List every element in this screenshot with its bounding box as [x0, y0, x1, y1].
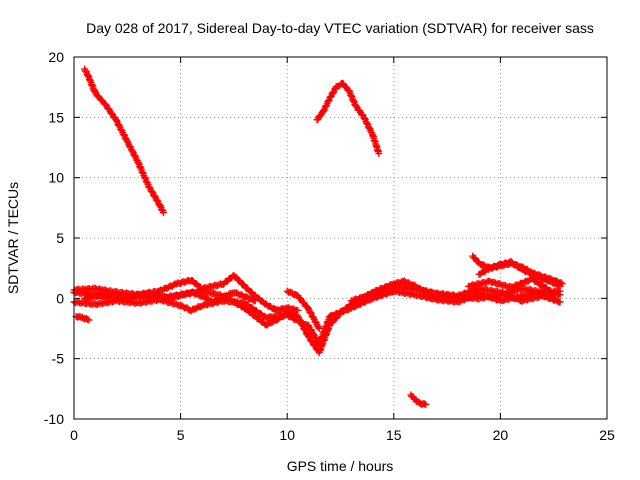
- data-point: [422, 401, 430, 409]
- data-point: [363, 119, 371, 127]
- y-tick-label: 0: [56, 290, 64, 306]
- data-point: [556, 298, 564, 306]
- data-point: [151, 192, 159, 200]
- grid: [74, 57, 607, 419]
- y-tick-label: 20: [48, 49, 64, 65]
- data-point: [115, 122, 123, 130]
- x-tick-label: 15: [386, 427, 402, 443]
- data-point: [307, 309, 315, 317]
- series-track-i: [464, 274, 558, 298]
- data-point: [148, 188, 156, 196]
- series-track-high-mid: [313, 79, 383, 158]
- data-point: [294, 306, 302, 314]
- y-tick-label: 10: [48, 170, 64, 186]
- plot-frame: [73, 56, 608, 420]
- x-tick-label: 5: [177, 427, 185, 443]
- data-point: [309, 330, 317, 338]
- y-tick-label: 5: [56, 230, 64, 246]
- data-point: [126, 142, 134, 150]
- y-axis-label: SDTVAR / TECUs: [5, 182, 21, 294]
- data-point: [113, 117, 121, 125]
- x-tick-label: 20: [493, 427, 509, 443]
- data-point: [421, 400, 429, 408]
- chart-title: Day 028 of 2017, Sidereal Day-to-day VTE…: [86, 20, 594, 36]
- y-tick-label: -5: [52, 351, 65, 367]
- x-tick-label: 25: [599, 427, 615, 443]
- series-track-f: [347, 282, 564, 306]
- series-track-d: [283, 287, 323, 332]
- data-point: [550, 290, 558, 298]
- data-point: [314, 323, 322, 331]
- data-point: [251, 297, 259, 305]
- data-point: [375, 150, 383, 158]
- data-point: [160, 209, 168, 217]
- x-axis-label: GPS time / hours: [287, 458, 394, 474]
- data-point: [309, 314, 317, 322]
- data-point: [556, 282, 564, 290]
- data-point: [85, 316, 93, 324]
- x-tick-label: 0: [70, 427, 78, 443]
- series-track-h: [475, 258, 564, 290]
- data-point: [329, 88, 337, 96]
- data-point: [102, 101, 110, 109]
- data-points: [70, 65, 566, 409]
- y-tick-label: 15: [48, 109, 64, 125]
- y-tick-label: -10: [44, 411, 64, 427]
- series-track-short: [72, 312, 93, 324]
- data-point: [120, 131, 128, 139]
- series-track-low: [407, 391, 430, 409]
- data-point: [315, 325, 323, 332]
- x-tick-label: 10: [279, 427, 295, 443]
- axis-ticks: 0 5 10 15 20 25 -10 -5 0 5 10 15 20: [44, 49, 615, 443]
- data-point: [108, 109, 116, 117]
- series-track-e: [81, 288, 259, 307]
- data-point: [129, 147, 137, 155]
- data-point: [305, 333, 313, 341]
- data-point: [304, 304, 312, 312]
- series-track-high-early: [81, 65, 168, 217]
